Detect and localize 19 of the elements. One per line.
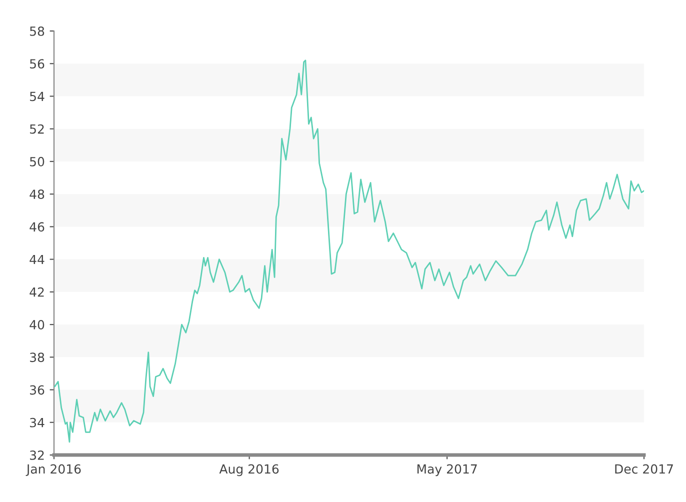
y-tick-label: 46 xyxy=(30,222,44,232)
y-tick-label: 36 xyxy=(30,385,44,395)
y-tick-label: 50 xyxy=(30,156,44,166)
y-tick-label: 52 xyxy=(30,124,44,134)
y-tick-label: 42 xyxy=(30,287,44,297)
x-tick-label: May 2017 xyxy=(417,464,477,476)
y-tick-label: 44 xyxy=(30,254,44,264)
y-tick-label: 58 xyxy=(30,26,44,36)
y-tick-label: 54 xyxy=(30,92,44,102)
y-tick-label: 32 xyxy=(30,450,44,460)
y-tick-label: 34 xyxy=(30,418,44,428)
line-series xyxy=(54,60,644,443)
x-tick-label: Dec 2017 xyxy=(615,464,673,474)
y-tick-label: 38 xyxy=(30,352,44,362)
y-tick-label: 56 xyxy=(30,59,44,69)
x-tick-label: Jan 2016 xyxy=(26,464,81,476)
y-tick-label: 40 xyxy=(30,320,44,330)
x-tick-label: Aug 2016 xyxy=(219,464,279,476)
y-tick-label: 48 xyxy=(30,190,44,200)
